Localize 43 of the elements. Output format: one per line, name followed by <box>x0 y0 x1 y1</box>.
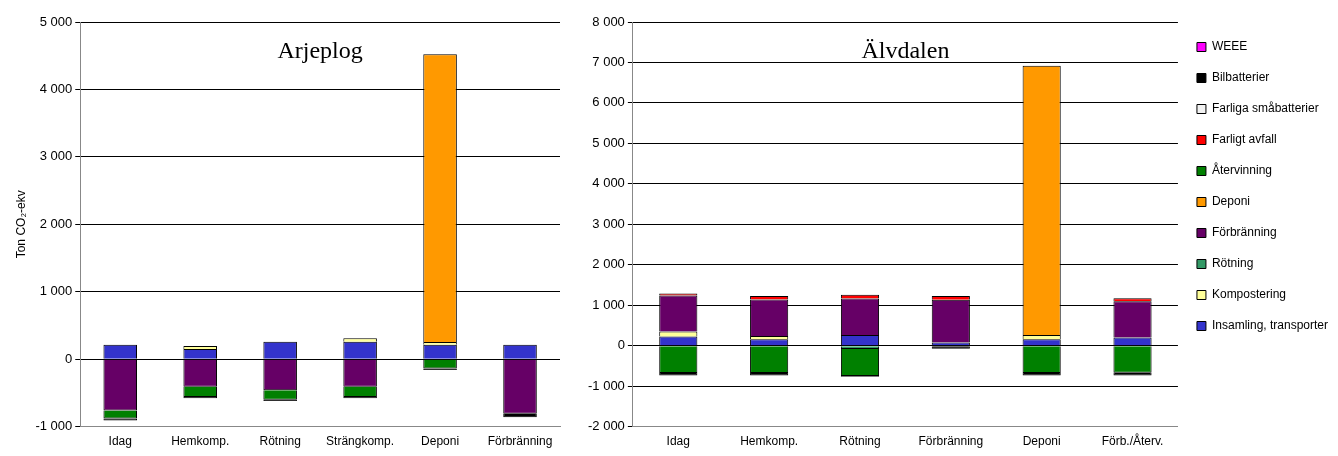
x-tick-label: Hemkomp. <box>740 434 799 449</box>
x-tick-label: Förbränning <box>487 434 553 449</box>
legend-label: Förbränning <box>1211 225 1277 240</box>
legend-label: Deponi <box>1211 194 1250 209</box>
y-tick-label: 2 000 <box>592 256 625 272</box>
legend-label: Bilbatterier <box>1211 70 1270 85</box>
y-tick-label: 1 000 <box>39 283 73 299</box>
text: Arjeplog <box>277 37 363 64</box>
y-tick-label: 0 <box>617 337 625 353</box>
legend-label: Kompostering <box>1211 287 1286 302</box>
x-tick-label: Hemkomp. <box>171 434 230 449</box>
x-tick-label: Deponi <box>421 434 460 449</box>
y-tick-label: 5 000 <box>592 134 625 150</box>
x-tick-label: Förbränning <box>918 434 984 449</box>
y-tick-label: 0 <box>65 350 73 366</box>
legend-label: Återvinning <box>1211 162 1272 178</box>
x-tick-label: Rötning <box>259 434 301 449</box>
x-tick-label: Rötning <box>839 434 881 449</box>
y-tick-label: 2 000 <box>39 215 73 231</box>
text: Älvdalen <box>861 37 950 64</box>
legend-label: Farliga småbatterier <box>1211 101 1319 116</box>
y-tick-label: 3 000 <box>39 148 73 164</box>
y-tick-label: 5 000 <box>39 13 73 29</box>
legend-label: Rötning <box>1211 256 1254 271</box>
x-tick-label: Strängkomp. <box>326 434 395 449</box>
y-tick-label: -1 000 <box>35 418 73 434</box>
y-tick-label: 3 000 <box>592 215 625 231</box>
y-tick-label: -1 000 <box>587 377 625 393</box>
y-tick-label: 4 000 <box>592 175 625 191</box>
x-tick-label: Idag <box>108 434 132 449</box>
y-tick-label: -2 000 <box>587 418 625 434</box>
y-tick-label: 4 000 <box>39 81 73 97</box>
y-tick-label: 8 000 <box>592 13 625 29</box>
y-axis-title: Ton CO₂-ekv <box>13 190 28 259</box>
y-tick-label: 6 000 <box>592 94 625 110</box>
legend-label: Insamling, transporter <box>1211 318 1329 333</box>
y-tick-label: 1 000 <box>592 296 625 312</box>
x-tick-label: Idag <box>666 434 690 449</box>
x-tick-label: Deponi <box>1022 434 1061 449</box>
y-tick-label: 7 000 <box>592 54 625 70</box>
x-tick-label: Förb./Återv. <box>1101 433 1164 449</box>
legend-label: WEEE <box>1211 39 1248 54</box>
legend-label: Farligt avfall <box>1211 132 1277 147</box>
